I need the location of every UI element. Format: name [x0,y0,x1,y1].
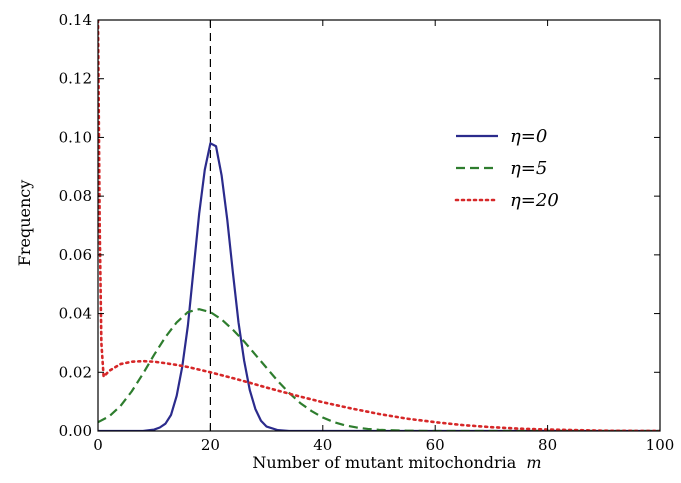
y-tick-label: 0.00 [59,422,92,440]
plot-area [98,20,660,431]
y-tick-label: 0.12 [59,70,92,88]
legend-label-1: η=5 [510,158,547,179]
y-tick-label: 0.14 [59,11,92,29]
series-group [98,20,660,431]
x-tick-label: 60 [426,436,445,454]
x-tick-label: 0 [93,436,103,454]
axes: 0 20 40 60 80 100 0.00 0.02 0.04 0.06 0.08 0.10 0.12… [59,11,675,454]
series-line-0 [98,142,660,431]
plot-frame [97,19,661,432]
x-axis-label: Number of mutant mitochondria m [252,453,541,472]
x-axis-variable: m [526,453,541,472]
y-tick-label: 0.06 [59,246,92,264]
legend-label-0: η=0 [510,126,547,147]
y-tick-label: 0.10 [59,128,92,146]
series-line-1 [98,308,660,431]
y-tick-label: 0.08 [59,187,92,205]
legend: η=0 η=5 η=20 [454,126,559,211]
x-tick-label: 20 [201,436,220,454]
y-axis-label: Frequency [15,180,34,267]
x-tick-label: 100 [646,436,675,454]
y-tick-label: 0.02 [59,363,92,381]
legend-label-2: η=20 [510,190,559,211]
series-line-2 [98,20,660,431]
x-tick-label: 40 [313,436,332,454]
x-tick-label: 80 [538,436,557,454]
y-tick-label: 0.04 [59,305,92,323]
